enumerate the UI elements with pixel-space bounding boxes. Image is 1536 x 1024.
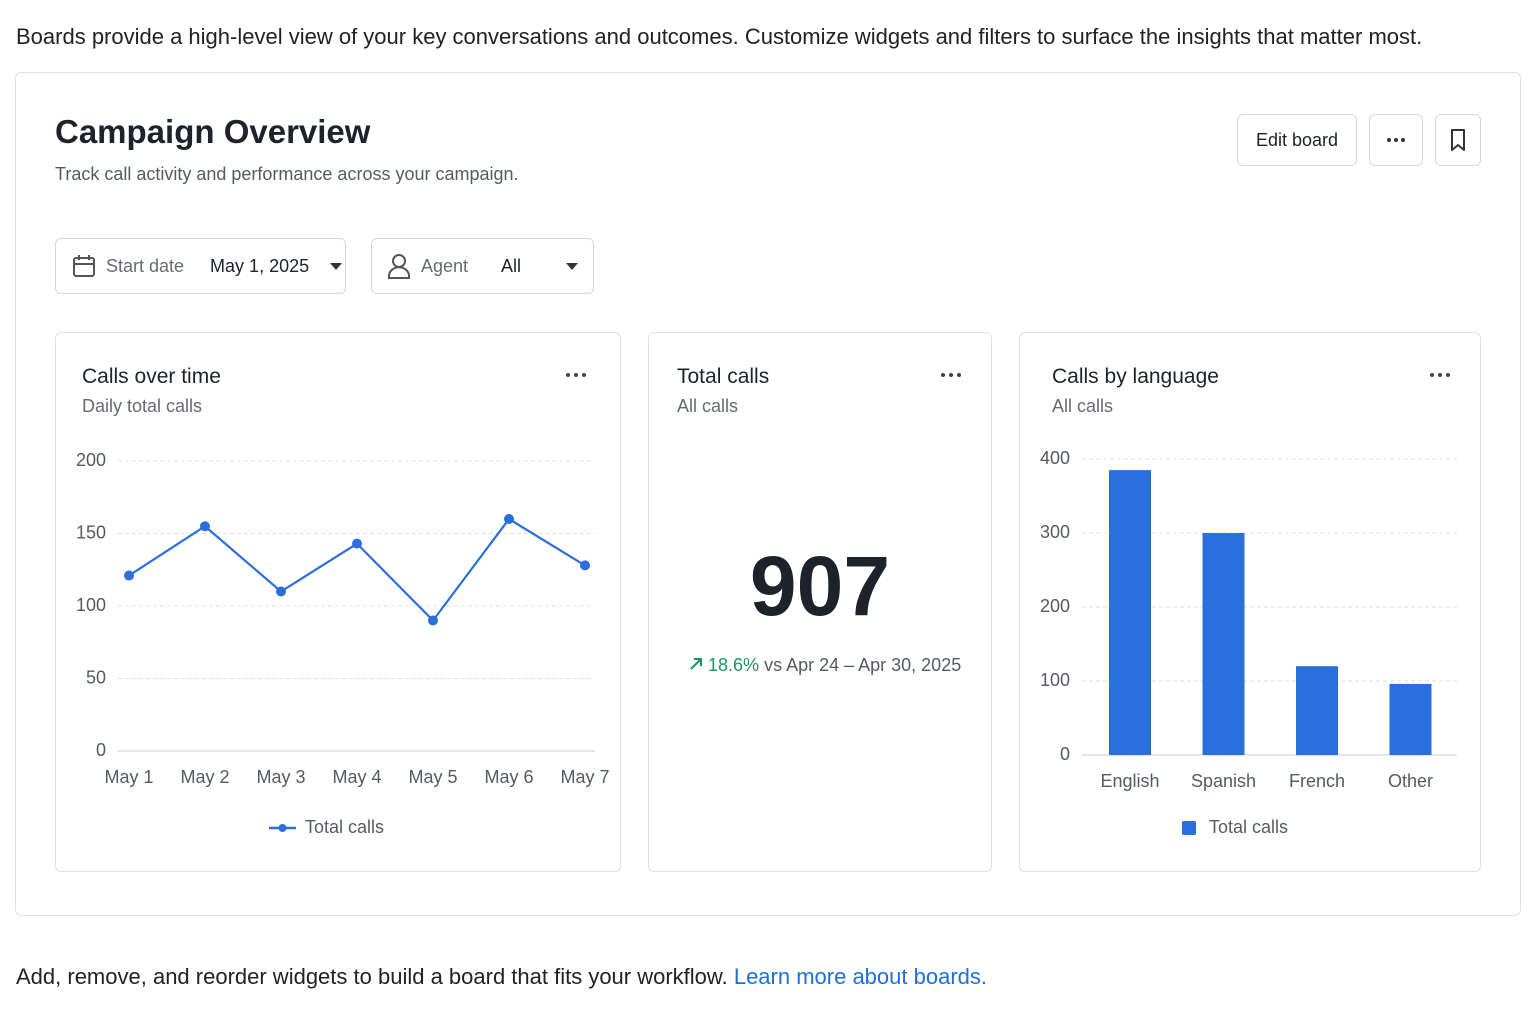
data-point xyxy=(352,538,362,549)
y-tick-label: 0 xyxy=(1060,744,1070,764)
arrow-up-icon xyxy=(690,658,702,670)
y-tick-label: 150 xyxy=(76,522,106,542)
caret-icon xyxy=(330,263,343,270)
x-tick-label: May 3 xyxy=(256,767,305,787)
learn-more-link[interactable]: Learn more about boards. xyxy=(733,964,987,989)
board-panel xyxy=(15,72,1521,916)
widget-subtitle: All calls xyxy=(677,396,739,416)
x-tick-label: English xyxy=(1100,771,1159,791)
x-tick-label: May 7 xyxy=(560,767,609,787)
edit-board-button[interactable]: Edit board xyxy=(1237,114,1357,166)
bar xyxy=(1296,666,1338,755)
calendar-icon xyxy=(73,255,95,277)
more-button[interactable] xyxy=(1369,114,1423,166)
data-point xyxy=(504,514,514,524)
widget-card: Total calls All calls 907 18.6% vs Apr 2… xyxy=(648,332,992,872)
widget-subtitle: All calls xyxy=(1052,396,1114,416)
intro-text: Boards provide a high-level view of your… xyxy=(16,24,1423,49)
widget-title: Total calls xyxy=(677,365,770,388)
x-tick-label: May 2 xyxy=(180,767,229,787)
person-icon xyxy=(388,254,410,279)
widget-menu[interactable] xyxy=(940,372,962,378)
kpi-comparison: vs Apr 24 – Apr 30, 2025 xyxy=(764,655,962,675)
filter-value: All xyxy=(501,255,522,276)
y-tick-label: 300 xyxy=(1040,522,1070,542)
bar xyxy=(1202,533,1245,755)
kpi-change-value: 18.6% xyxy=(708,655,760,675)
caret-icon xyxy=(566,263,579,270)
bookmark-button[interactable] xyxy=(1435,114,1481,166)
legend-swatch xyxy=(1182,821,1196,835)
data-point xyxy=(276,586,286,597)
start-date-filter[interactable]: Start date May 1, 2025 xyxy=(55,238,346,294)
footer-sentence: Add, remove, and reorder widgets to buil… xyxy=(16,964,728,989)
y-tick-label: 100 xyxy=(76,595,106,615)
widget-subtitle: Daily total calls xyxy=(82,396,203,416)
footer-text: Add, remove, and reorder widgets to buil… xyxy=(16,964,987,990)
y-tick-label: 0 xyxy=(96,740,106,760)
bar xyxy=(1109,470,1151,755)
chart: 0 50 100 150 200 May 1 May 2 May 3 May 4 May 5 May… xyxy=(76,450,610,837)
y-tick-label: 200 xyxy=(76,450,106,470)
kpi-value: 907 xyxy=(749,539,891,633)
y-tick-label: 100 xyxy=(1040,670,1070,690)
x-tick-label: Other xyxy=(1388,771,1433,791)
x-tick-label: Spanish xyxy=(1191,771,1256,791)
x-tick-label: May 5 xyxy=(408,767,457,787)
data-point xyxy=(580,560,590,571)
widget-title: Calls by language xyxy=(1052,365,1219,388)
agent-filter[interactable]: Agent All xyxy=(371,238,594,294)
widget-card: Calls over time Daily total calls 0 50 100… xyxy=(55,332,621,872)
data-point xyxy=(200,521,210,532)
y-tick-label: 200 xyxy=(1040,596,1070,616)
chart: 0 100 200 300 400 English Spanish French Other To… xyxy=(1040,448,1457,837)
widget-card: Calls by language All calls 0 100 200 300 40… xyxy=(1019,332,1481,872)
x-tick-label: May 4 xyxy=(332,767,381,787)
widget-title: Calls over time xyxy=(82,365,221,388)
board-title: Campaign Overview xyxy=(55,113,371,150)
x-tick-label: May 6 xyxy=(484,767,533,787)
filter-label: Agent xyxy=(421,255,469,276)
data-point xyxy=(428,615,438,626)
x-tick-label: May 1 xyxy=(104,767,153,787)
widget-menu[interactable] xyxy=(565,372,587,378)
dots-icon xyxy=(1387,138,1405,142)
filter-label: Start date xyxy=(106,255,185,276)
y-tick-label: 50 xyxy=(86,667,106,687)
bookmark-icon xyxy=(1451,129,1465,151)
x-tick-label: French xyxy=(1289,771,1345,791)
legend-label: Total calls xyxy=(305,817,384,837)
y-tick-label: 400 xyxy=(1040,448,1070,468)
board-subtitle: Track call activity and performance acro… xyxy=(55,164,519,184)
series-line xyxy=(128,517,586,623)
legend-swatch-dot xyxy=(278,824,287,832)
filter-value: May 1, 2025 xyxy=(210,255,310,276)
legend-label: Total calls xyxy=(1209,817,1288,837)
data-point xyxy=(124,570,134,581)
widget-menu[interactable] xyxy=(1429,372,1451,378)
bar xyxy=(1389,683,1432,755)
kpi-change: 18.6% vs Apr 24 – Apr 30, 2025 xyxy=(689,655,961,676)
